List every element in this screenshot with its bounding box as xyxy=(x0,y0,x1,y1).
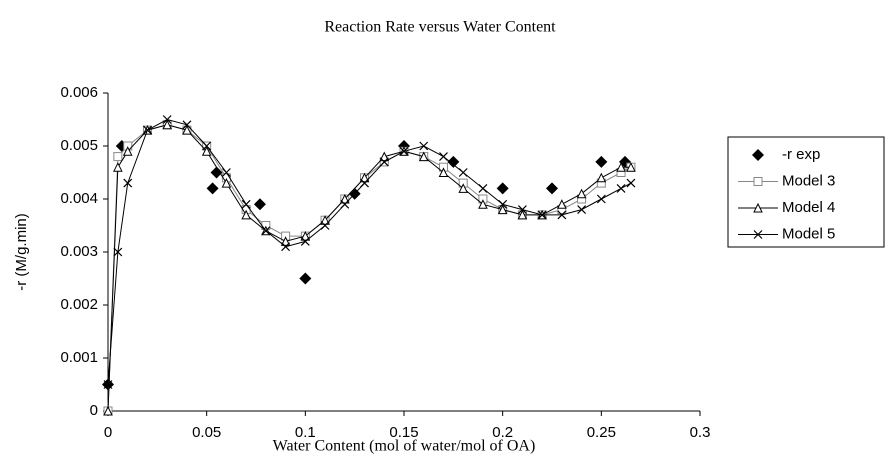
data-point xyxy=(419,141,429,151)
data-point xyxy=(379,151,390,162)
data-point xyxy=(241,199,251,209)
data-point xyxy=(113,162,123,172)
data-point xyxy=(399,146,409,156)
data-point xyxy=(616,162,626,172)
series-line xyxy=(107,124,631,412)
data-point xyxy=(123,178,133,188)
legend-marker xyxy=(753,230,763,239)
y-tick-label: 0.002 xyxy=(60,296,98,313)
data-point xyxy=(458,168,468,177)
data-point xyxy=(537,210,547,220)
legend-marker xyxy=(752,149,764,161)
data-point xyxy=(517,209,528,220)
data-point xyxy=(221,168,231,177)
data-point xyxy=(339,193,350,204)
data-point xyxy=(221,177,232,188)
data-point xyxy=(299,272,312,285)
data-point xyxy=(280,236,291,246)
legend-marker xyxy=(753,177,763,186)
data-point xyxy=(595,155,608,168)
x-tick-label: 0 xyxy=(104,424,112,441)
data-point xyxy=(418,151,429,162)
data-point xyxy=(478,199,488,209)
data-point xyxy=(182,124,192,135)
data-point xyxy=(210,166,223,179)
data-point xyxy=(517,205,527,215)
legend-label: -r exp xyxy=(782,146,820,163)
data-point xyxy=(496,182,509,195)
x-tick-label: 0.15 xyxy=(389,424,418,441)
legend-label: Model 3 xyxy=(782,172,835,189)
data-point xyxy=(113,152,123,162)
data-point xyxy=(596,172,607,183)
data-point xyxy=(182,120,192,130)
data-point xyxy=(300,230,311,241)
legend-label: Model 4 xyxy=(782,199,835,216)
data-point xyxy=(497,204,508,215)
data-point xyxy=(103,405,113,416)
data-point xyxy=(206,182,219,195)
x-tick-label: 0.05 xyxy=(192,424,221,441)
legend-marker xyxy=(753,202,763,213)
data-point xyxy=(616,183,626,193)
data-point xyxy=(359,172,370,183)
legend-label: Model 5 xyxy=(782,225,835,242)
x-tick-label: 0.2 xyxy=(492,424,513,441)
data-point xyxy=(143,125,152,135)
data-point xyxy=(626,162,636,172)
data-point xyxy=(596,194,606,204)
data-point xyxy=(557,210,567,220)
data-point xyxy=(201,146,212,156)
y-tick-label: 0.004 xyxy=(60,190,98,207)
data-point xyxy=(458,183,469,193)
data-point xyxy=(162,115,172,124)
x-tick-label: 0.25 xyxy=(587,424,616,441)
data-point xyxy=(300,236,310,246)
data-point xyxy=(498,199,508,209)
data-point xyxy=(438,167,449,177)
data-point xyxy=(202,141,212,151)
data-point xyxy=(576,188,587,199)
data-point xyxy=(261,226,271,236)
data-point xyxy=(379,157,389,167)
y-tick-label: 0.006 xyxy=(60,84,98,101)
y-tick-label: 0.003 xyxy=(60,243,98,260)
data-point xyxy=(360,178,369,188)
data-point xyxy=(577,205,587,215)
data-point xyxy=(122,146,133,156)
data-point xyxy=(626,178,636,188)
data-point xyxy=(281,242,291,252)
data-point xyxy=(253,198,266,211)
data-point xyxy=(447,155,460,168)
series-line xyxy=(107,118,632,385)
data-point xyxy=(439,152,448,162)
y-tick-label: 0.005 xyxy=(60,137,98,154)
series-line xyxy=(107,124,632,412)
x-tick-label: 0.3 xyxy=(690,424,711,441)
data-point xyxy=(113,247,123,257)
data-point xyxy=(162,119,173,130)
data-point xyxy=(103,380,113,389)
data-point xyxy=(320,215,330,225)
data-point xyxy=(478,183,488,193)
y-tick-label: 0 xyxy=(90,402,98,419)
data-point xyxy=(546,182,558,195)
data-point xyxy=(557,199,567,209)
data-point xyxy=(320,221,330,230)
x-tick-label: 0.1 xyxy=(295,424,316,441)
data-point xyxy=(241,209,251,220)
data-point xyxy=(340,199,350,209)
chart-title: Reaction Rate versus Water Content xyxy=(324,19,556,36)
x-axis-label: Water Content (mol of water/mol of OA) xyxy=(273,438,536,455)
y-tick-label: 0.001 xyxy=(60,349,98,366)
y-axis-label: -r (M/g.min) xyxy=(13,213,30,291)
